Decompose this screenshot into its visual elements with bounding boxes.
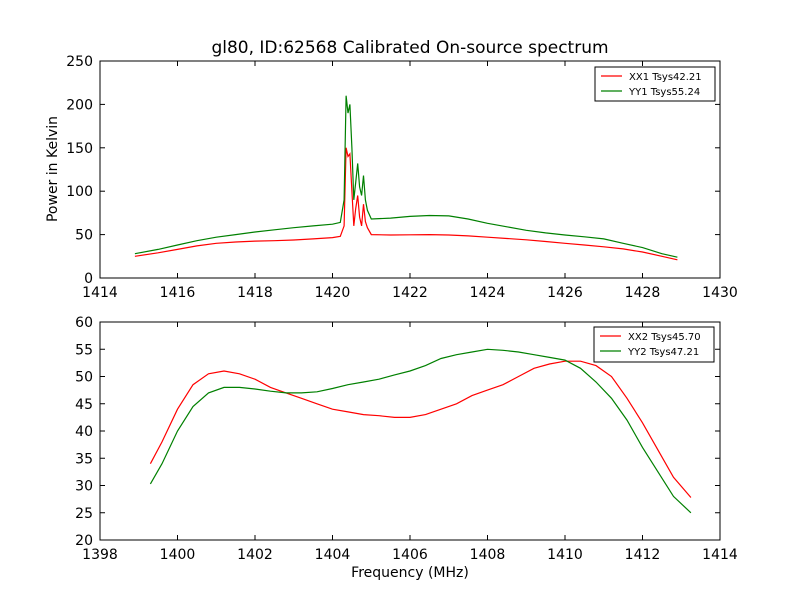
- bottom-y-tick-label: 55: [75, 342, 93, 358]
- bottom-x-axis-label: Frequency (MHz): [351, 565, 469, 581]
- bottom-legend-label-1: XX2 Tsys45.70: [628, 332, 701, 343]
- bottom-y-tick-label: 35: [75, 451, 93, 467]
- top-y-tick-label: 100: [66, 184, 93, 200]
- top-x-tick-label: 1426: [547, 285, 583, 301]
- top-y-tick-label: 200: [66, 97, 93, 113]
- bottom-x-tick-label: 1408: [470, 547, 506, 563]
- bottom-x-tick-label: 1400: [160, 547, 196, 563]
- top-x-tick-label: 1430: [702, 285, 738, 301]
- top-x-tick-label: 1414: [82, 285, 118, 301]
- bottom-series-line-2: [149, 348, 692, 514]
- top-x-tick-label: 1422: [392, 285, 428, 301]
- top-y-tick-label: 250: [66, 54, 93, 70]
- bottom-x-tick-label: 1398: [82, 547, 118, 563]
- bottom-legend-label-2: YY2 Tsys47.21: [627, 347, 699, 358]
- top-y-tick-label: 150: [66, 141, 93, 157]
- bottom-x-tick-label: 1402: [237, 547, 273, 563]
- bottom-x-tick-label: 1404: [315, 547, 351, 563]
- bottom-y-tick-label: 60: [75, 315, 93, 331]
- top-x-tick-label: 1418: [237, 285, 273, 301]
- bottom-y-tick-label: 45: [75, 397, 93, 413]
- top-y-axis-label: Power in Kelvin: [45, 116, 61, 222]
- top-x-tick-label: 1420: [315, 285, 351, 301]
- top-plot-area: 1414 1416 1418 1420 1422 1424 1426 1428 1430 0 50 1…: [66, 54, 738, 301]
- bottom-x-tick-label: 1414: [702, 547, 738, 563]
- top-x-tick-label: 1428: [625, 285, 661, 301]
- top-legend-label-2: YY1 Tsys55.24: [628, 87, 700, 98]
- top-y-tick-label: 0: [84, 271, 93, 287]
- bottom-y-tick-label: 40: [75, 424, 93, 440]
- bottom-x-tick-label: 1410: [547, 547, 583, 563]
- bottom-y-tick-label: 50: [75, 370, 93, 386]
- top-legend-label-1: XX1 Tsys42.21: [629, 72, 702, 83]
- top-x-tick-label: 1424: [470, 285, 506, 301]
- bottom-x-tick-label: 1412: [625, 547, 661, 563]
- bottom-y-tick-label: 25: [75, 506, 93, 522]
- top-series-line-2: [134, 95, 678, 258]
- top-legend: [594, 66, 716, 102]
- top-x-tick-label: 1416: [160, 285, 196, 301]
- bottom-y-tick-label: 20: [75, 533, 93, 549]
- bottom-legend: [593, 326, 715, 363]
- bottom-series-line-1: [149, 360, 692, 498]
- top-y-tick-label: 50: [75, 228, 93, 244]
- bottom-y-tick-label: 30: [75, 479, 93, 495]
- top-series-line-1: [134, 147, 678, 261]
- bottom-x-tick-label: 1406: [392, 547, 428, 563]
- bottom-plot-area: 1398 1400 1402 1404 1406 1408 1410 1412 1414 20 25…: [75, 315, 738, 563]
- chart-title: gl80, ID:62568 Calibrated On-source spec…: [211, 38, 608, 58]
